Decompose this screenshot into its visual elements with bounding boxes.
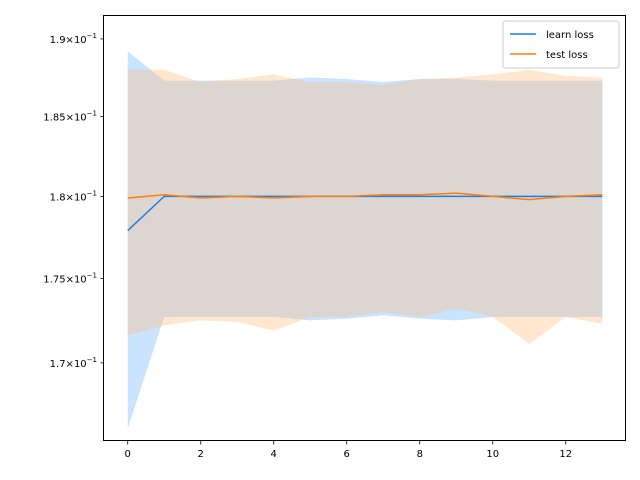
- y-axis: 1.7×10−1 1.75×10−1 1.8×10−1 1.85×10−1 1.9×10…: [43, 32, 104, 370]
- x-tick-label: 6: [344, 449, 350, 460]
- series-lines: [127, 192, 603, 232]
- test-loss-band: [127, 69, 603, 345]
- x-tick-label: 12: [559, 449, 572, 460]
- y-tick-label: 1.9×10−1: [50, 32, 97, 46]
- y-tick-label: 1.7×10−1: [50, 356, 97, 370]
- confidence-bands: [127, 51, 603, 429]
- x-tick-label: 0: [125, 449, 131, 460]
- y-tick-label: 1.8×10−1: [50, 189, 97, 203]
- test-loss-line: [127, 192, 603, 201]
- x-tick-label: 10: [486, 449, 499, 460]
- y-tick-label: 1.85×10−1: [43, 110, 97, 124]
- legend-box: [502, 20, 620, 69]
- test-loss-legend-label: test loss: [546, 50, 588, 61]
- x-tick-label: 2: [198, 449, 204, 460]
- x-tick-label: 8: [417, 449, 423, 460]
- y-tick-label: 1.75×10−1: [43, 271, 97, 285]
- learn-loss-band: [127, 51, 603, 429]
- x-tick-label: 4: [271, 449, 277, 460]
- learn-loss-line: [127, 195, 603, 232]
- legend: learn loss test loss: [502, 20, 620, 69]
- learn-loss-legend-label: learn loss: [546, 30, 594, 41]
- x-axis: 0 2 4 6 8 10 12: [125, 441, 572, 460]
- plot-frame: [103, 15, 626, 441]
